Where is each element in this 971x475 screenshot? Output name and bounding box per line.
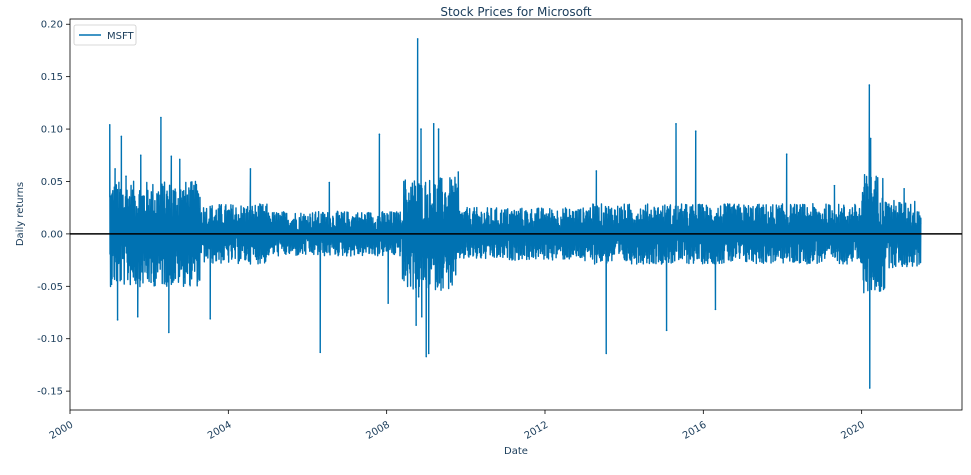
- plot-frame: [69, 18, 963, 411]
- data-point-msft: [714, 308, 717, 311]
- y-tick-label: -0.10: [37, 334, 63, 345]
- data-point-msft: [425, 355, 428, 358]
- data-point-msft: [328, 181, 331, 184]
- data-point-msft: [319, 351, 322, 354]
- data-point-msft: [114, 168, 116, 170]
- data-point-msft: [675, 123, 677, 125]
- data-point-msft: [420, 315, 423, 318]
- data-point-msft: [437, 128, 440, 130]
- y-tick-label: 0.20: [41, 20, 63, 31]
- data-point-msft: [868, 387, 871, 389]
- data-point-msft: [209, 318, 212, 320]
- data-point-msft: [595, 170, 598, 172]
- y-tick-label: -0.05: [37, 282, 63, 293]
- legend: MSFT: [73, 24, 137, 46]
- data-point-msft: [116, 319, 119, 321]
- y-tick-label: 0.10: [41, 125, 63, 136]
- legend-box: [73, 24, 137, 46]
- data-point-msft: [665, 329, 668, 332]
- data-point-msft: [378, 133, 381, 136]
- data-point-msft: [694, 130, 697, 132]
- data-point-msft: [417, 295, 420, 298]
- data-point-msft: [833, 184, 836, 187]
- y-tick-label: -0.15: [37, 387, 63, 398]
- data-point-msft: [168, 331, 170, 334]
- data-point-msft: [196, 280, 199, 282]
- series-line-msft: [109, 38, 922, 389]
- data-point-msft: [170, 155, 173, 158]
- data-point-msft: [415, 324, 417, 326]
- data-point-msft: [110, 283, 113, 286]
- data-point-msft: [120, 135, 123, 138]
- chart-title: Stock Prices for Microsoft: [440, 5, 592, 19]
- y-tick-label: 0.00: [41, 229, 63, 240]
- data-point-msft: [785, 153, 788, 156]
- data-point-msft: [868, 84, 871, 86]
- legend-label-msft: MSFT: [107, 31, 135, 42]
- data-point-msft: [416, 38, 419, 40]
- data-point-msft: [150, 281, 152, 283]
- data-point-msft: [420, 128, 422, 130]
- data-point-msft: [160, 116, 162, 119]
- y-axis: -0.15 -0.10 -0.05 0.00 0.05 0.10 0.15 0.20: [37, 20, 70, 398]
- data-point-msft: [427, 352, 430, 355]
- x-axis-title: Date: [504, 446, 528, 457]
- data-point-msft: [903, 188, 905, 190]
- data-point-msft: [136, 315, 139, 318]
- data-point-msft: [139, 154, 142, 157]
- data-point-msft: [432, 123, 435, 125]
- data-point-msft: [457, 171, 460, 173]
- data-point-msft: [249, 168, 252, 170]
- data-point-msft: [869, 137, 872, 140]
- data-point-msft: [108, 124, 111, 126]
- data-point-msft: [188, 283, 191, 286]
- data-point-msft: [920, 222, 922, 225]
- plot-area: [70, 38, 962, 389]
- y-axis-title: Daily returns: [15, 182, 26, 246]
- data-point-msft: [387, 302, 389, 304]
- y-tick-label: 0.15: [41, 72, 63, 83]
- data-point-msft: [605, 352, 608, 355]
- data-point-msft: [178, 158, 181, 161]
- y-tick-label: 0.05: [41, 177, 63, 188]
- data-point-msft: [125, 175, 127, 178]
